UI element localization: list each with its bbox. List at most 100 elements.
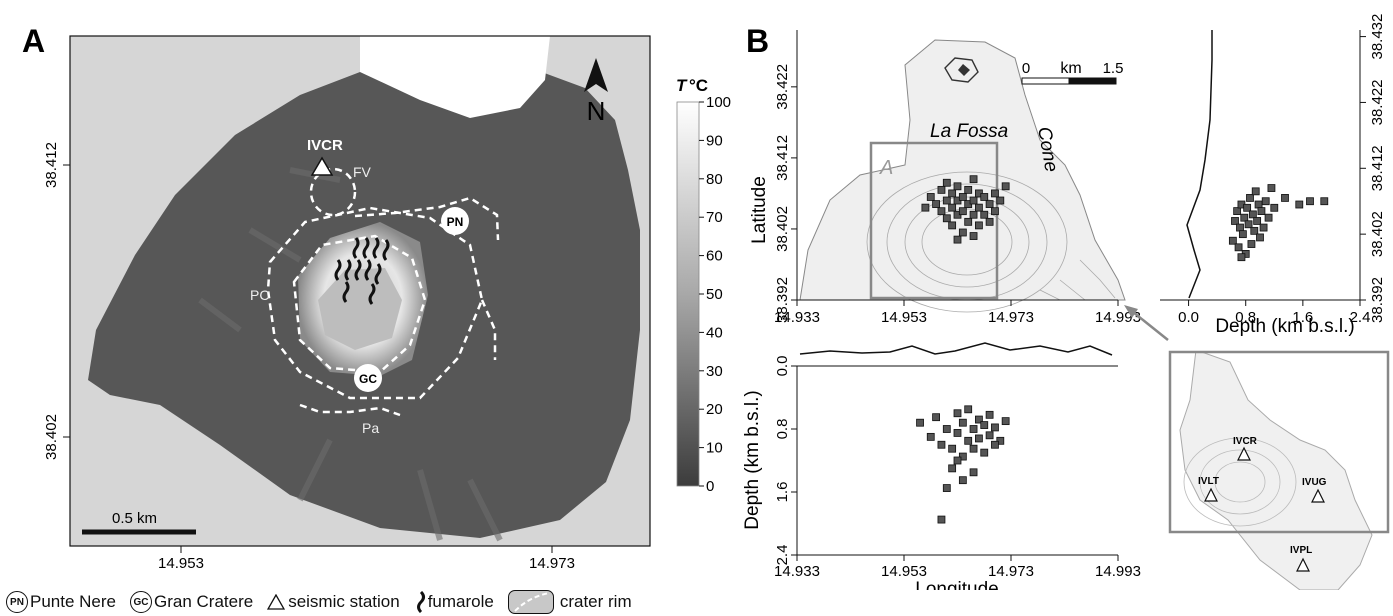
map-x-axis: 14.933 14.953 14.973 14.993 — [774, 299, 1141, 326]
map-island — [799, 39, 1126, 301]
lon-depth-point — [958, 418, 967, 427]
map-point — [985, 217, 994, 226]
scale-bar-label: 0.5 km — [112, 510, 157, 527]
legend-item-fumarole: fumarole — [414, 591, 494, 613]
lon-depth-point — [969, 444, 978, 453]
legend-pn-text: Punte Nere — [30, 592, 116, 611]
legend-item-pn: PN Punte Nere — [6, 591, 116, 613]
vulcanello-crater — [944, 57, 979, 83]
lon-depth-points — [916, 405, 1010, 524]
map-scale-max: 1.5 — [1103, 60, 1124, 77]
map-point — [948, 203, 957, 212]
lon-depth-point — [932, 413, 940, 422]
panel-a-label: A — [22, 23, 45, 59]
lon-depth-x-label: Longitude — [915, 579, 998, 590]
depth-lat-y-tick-label: 38.402 — [1369, 211, 1386, 257]
map-point — [942, 196, 951, 205]
lon-depth-point — [980, 448, 989, 457]
panel-a-frame — [69, 35, 651, 547]
map-scale-bar: 0 km 1.5 — [1021, 60, 1124, 85]
depth-lat-point — [1236, 223, 1244, 232]
map-point — [932, 200, 940, 208]
lon-depth-point — [975, 415, 983, 424]
depth-lat-point — [1238, 230, 1247, 239]
colorbar-tick-label: 0 — [706, 478, 714, 495]
panel-a-y-axis: 38.412 38.402 — [43, 142, 70, 460]
depth-lat-y-tick-label: 38.422 — [1369, 79, 1386, 125]
depth-lat-point — [1253, 217, 1262, 225]
colorbar-tick-label: 70 — [706, 209, 723, 226]
depth-lat-subplot: 0.0 0.8 1.6 2.4 38.392 38.402 38.412 38.422 38.… — [1160, 14, 1386, 337]
figure-canvas: A IVCR FV PC Pa PN GC N — [22, 14, 1390, 590]
crater-rim-pn — [354, 196, 500, 360]
lon-depth-point — [991, 423, 999, 432]
lon-depth-y-tick-label: 1.6 — [774, 482, 791, 503]
lon-depth-point — [948, 444, 957, 453]
inner-crater-floor — [318, 268, 402, 350]
map-point — [969, 175, 978, 184]
inset-station-ivcr: IVCR — [1233, 436, 1258, 447]
panel-a-x-axis: 14.953 14.973 — [158, 546, 575, 572]
legend-rim-text: crater rim — [559, 592, 632, 611]
map-y-label: Latitude — [749, 176, 770, 244]
station-icon — [1296, 557, 1310, 572]
lon-depth-point — [916, 418, 924, 427]
seismic-station-icon — [267, 594, 286, 610]
depth-lat-x-tick-label: 2.4 — [1350, 309, 1371, 326]
depth-lat-point — [1257, 207, 1266, 215]
map-point — [937, 207, 946, 216]
depth-lat-point — [1320, 197, 1329, 206]
legend-item-rim: crater rim — [507, 590, 632, 614]
map-point — [969, 232, 978, 240]
lon-depth-point — [964, 405, 973, 414]
map-point — [921, 203, 930, 212]
map-x-tick-label: 14.933 — [774, 309, 820, 326]
inset-station-ivlt: IVLT — [1198, 476, 1219, 487]
map-y-tick-label: 38.392 — [774, 277, 791, 323]
map-point — [926, 193, 935, 201]
map-point — [985, 200, 994, 208]
inset-island-shape — [1179, 352, 1373, 590]
crater-rim-pa — [299, 403, 401, 417]
lon-depth-x-tick-label: 14.973 — [988, 563, 1034, 580]
map-subplot: A La Fossa Cone 0 km 1.5 14.933 14.953 14.… — [749, 30, 1141, 326]
map-scale-zero: 0 — [1022, 60, 1030, 77]
depth-lat-point — [1261, 197, 1270, 206]
depth-lat-y-tick-label: 38.392 — [1369, 277, 1386, 323]
map-point — [991, 189, 999, 198]
depth-lat-point — [1243, 203, 1252, 212]
lon-depth-point — [985, 410, 994, 419]
map-y-tick-label: 38.422 — [774, 64, 791, 110]
lon-depth-y-tick-label: 0.8 — [774, 419, 791, 440]
map-point — [964, 217, 973, 226]
map-y-axis: 38.392 38.402 38.412 38.422 Latitude — [749, 30, 798, 323]
lon-depth-point — [985, 431, 994, 440]
depth-lat-point — [1237, 253, 1246, 262]
lon-depth-point — [969, 468, 978, 477]
lon-depth-y-tick-label: 2.4 — [774, 545, 791, 566]
panel-a-y-tick: 38.412 — [43, 142, 60, 188]
panel-a-x-tick: 14.953 — [158, 555, 204, 572]
legend-item-station: seismic station — [267, 592, 400, 612]
colorbar-tick-label: 50 — [706, 286, 723, 303]
map-point — [1001, 182, 1010, 191]
legend-station-text: seismic station — [288, 592, 400, 611]
depth-lat-point — [1306, 197, 1314, 206]
map-point — [942, 178, 951, 187]
depth-lat-y-tick-label: 38.432 — [1369, 14, 1386, 60]
lon-depth-point — [942, 425, 951, 433]
lon-depth-point — [1001, 417, 1010, 426]
map-point — [991, 207, 999, 216]
north-label: N — [587, 96, 606, 126]
colorbar-tick-label: 10 — [706, 440, 723, 457]
crater-rim-pc — [266, 206, 484, 400]
feature-pc-label: PC — [250, 287, 269, 303]
depth-lat-point — [1270, 203, 1279, 212]
crater-rim-gc — [292, 234, 427, 374]
lon-depth-point — [969, 425, 978, 433]
legend-fumarole-text: fumarole — [427, 592, 494, 611]
panel-a-y-tick: 38.402 — [43, 414, 60, 460]
lon-depth-point — [958, 476, 967, 485]
station-ivcr-label: IVCR — [307, 137, 343, 154]
panel-a-extent-box — [869, 141, 999, 300]
